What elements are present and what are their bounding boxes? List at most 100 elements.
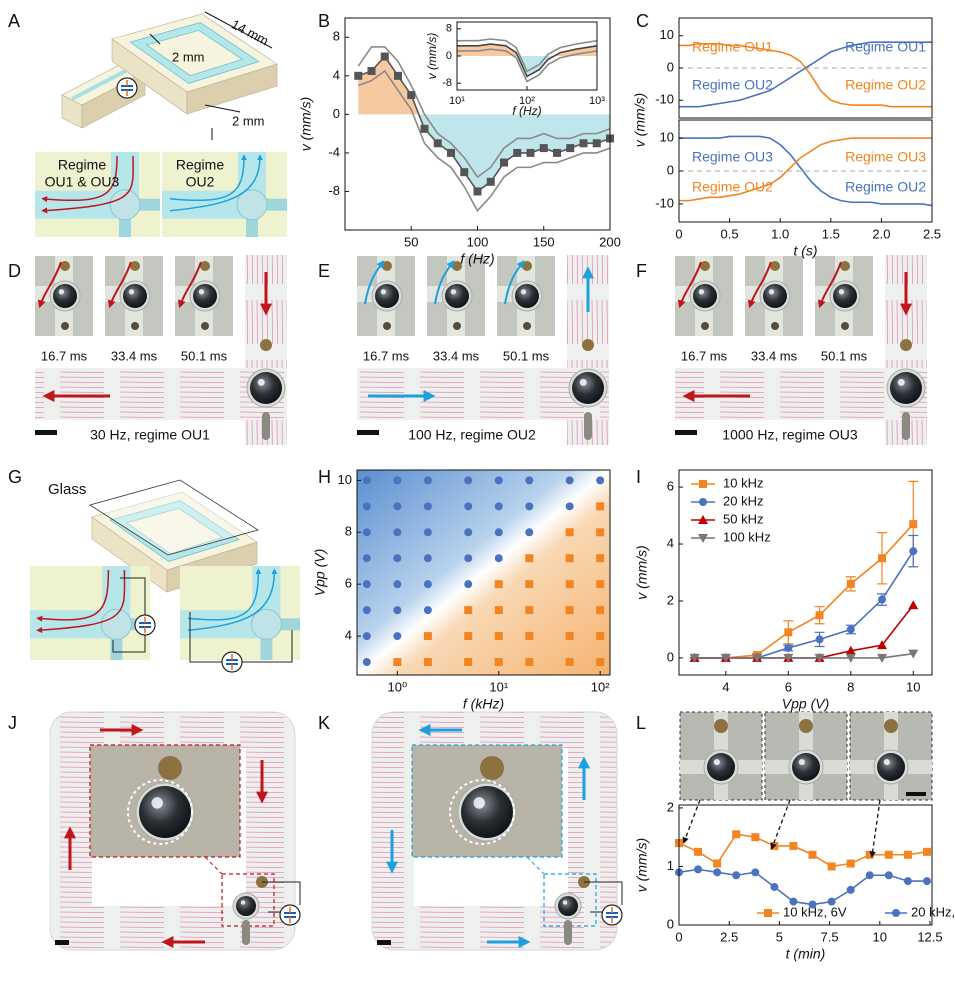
y-tick-label: 10 xyxy=(660,130,674,145)
marker xyxy=(464,606,473,615)
marker xyxy=(447,148,455,157)
time-label: 33.4 ms xyxy=(751,348,798,363)
marker xyxy=(393,658,402,667)
electrode-tip xyxy=(453,322,461,330)
highlight xyxy=(473,797,485,809)
electrode xyxy=(242,920,250,945)
x-tick-label: 4 xyxy=(722,679,729,694)
y-axis-label: v (mm/s) xyxy=(634,545,650,599)
highlight xyxy=(768,289,775,295)
marker xyxy=(486,177,495,186)
marker xyxy=(362,632,371,641)
dimension-line xyxy=(204,104,241,113)
flow-arrow xyxy=(41,155,134,214)
marker xyxy=(525,658,534,667)
y-tick-label: 8 xyxy=(446,23,452,35)
marker xyxy=(494,502,503,511)
highlight xyxy=(240,900,246,905)
series-line xyxy=(457,38,597,73)
marker xyxy=(464,580,473,589)
electrode xyxy=(564,920,572,945)
marker xyxy=(865,871,874,880)
x-tick-label: 0.5 xyxy=(721,226,739,241)
flow-arrow xyxy=(817,261,842,309)
panel-label: B xyxy=(318,11,330,31)
area xyxy=(358,114,610,192)
marker xyxy=(808,850,817,859)
marker xyxy=(815,635,824,644)
marker xyxy=(845,645,856,655)
caption: 1000 Hz, regime OU3 xyxy=(722,427,858,443)
droplet xyxy=(375,284,399,308)
y-tick-label: 0 xyxy=(667,162,674,177)
panel-label: D xyxy=(8,261,21,281)
marker xyxy=(420,124,429,133)
electrode-tip xyxy=(60,261,70,271)
trajectory xyxy=(449,779,515,845)
series-line xyxy=(679,135,932,207)
x-tick-label: 5 xyxy=(776,929,783,944)
marker xyxy=(525,554,534,563)
marker xyxy=(362,528,371,537)
marker xyxy=(367,67,376,75)
marker xyxy=(566,144,575,153)
x-tick-label: 10² xyxy=(519,95,535,107)
y-tick-label: 4 xyxy=(333,67,340,82)
marker xyxy=(922,877,931,886)
marker xyxy=(698,515,708,524)
marker xyxy=(539,144,548,153)
marker xyxy=(789,841,798,850)
electrode-tip xyxy=(523,322,531,330)
marker xyxy=(596,476,605,485)
pointer-arrow xyxy=(682,799,701,844)
time-label: 33.4 ms xyxy=(111,348,158,363)
highlight xyxy=(198,289,205,295)
y-tick-label: 0 xyxy=(667,916,674,931)
y-tick-label: -8 xyxy=(442,77,452,89)
series-line xyxy=(457,48,597,83)
annotation: Regime OU3 xyxy=(845,149,926,165)
electrode-tip xyxy=(201,322,209,330)
panel-label: I xyxy=(636,467,641,487)
marker xyxy=(808,900,817,909)
marker xyxy=(393,476,402,485)
droplet xyxy=(250,608,282,640)
droplet xyxy=(109,189,141,221)
y-tick-label: 10 xyxy=(660,27,674,42)
marker xyxy=(752,653,763,663)
highlight xyxy=(838,289,845,295)
legend-label: 100 kHz xyxy=(723,529,771,544)
series-line xyxy=(694,652,914,659)
marker xyxy=(694,865,703,874)
x-tick-label: 2.5 xyxy=(923,226,941,241)
flow-arrow xyxy=(677,261,702,309)
x-tick-label: 150 xyxy=(533,234,555,249)
annotation: Regime OU2 xyxy=(692,77,773,93)
highlight xyxy=(380,289,387,295)
marker xyxy=(827,862,836,871)
electrode-tip xyxy=(452,261,462,271)
dimension-label: 2 mm xyxy=(172,49,205,64)
droplet xyxy=(461,786,513,838)
electrode xyxy=(902,412,910,440)
flow-arrow xyxy=(169,154,263,212)
plot-frame xyxy=(356,469,611,676)
x-axis-label: Vpp (V) xyxy=(782,696,829,712)
droplet xyxy=(792,753,820,781)
droplet xyxy=(193,284,217,308)
marker xyxy=(783,653,794,663)
electrode-tip xyxy=(799,719,813,733)
y-tick-label: -4 xyxy=(328,144,340,159)
electrode-tip xyxy=(200,261,210,271)
highlight xyxy=(58,289,65,295)
scale-bar xyxy=(906,792,926,796)
electrode-tip xyxy=(522,261,532,271)
highlight xyxy=(698,289,705,295)
droplet xyxy=(100,608,132,640)
electrode-tip xyxy=(840,261,850,271)
electrode-tip xyxy=(771,322,779,330)
electrode xyxy=(262,412,270,440)
droplet xyxy=(693,284,717,308)
marker xyxy=(433,139,442,148)
flow-arrow xyxy=(747,261,772,309)
